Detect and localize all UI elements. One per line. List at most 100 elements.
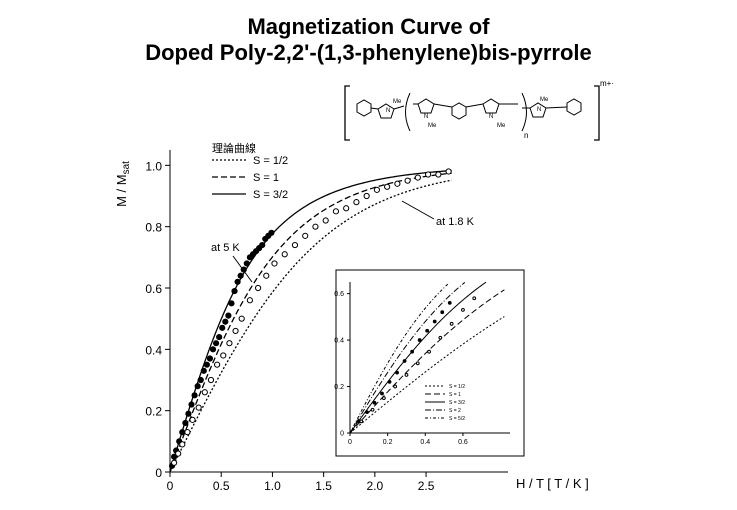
me-label-1: Me bbox=[393, 99, 402, 105]
main-theory-curves bbox=[169, 169, 452, 473]
point-1-8k bbox=[435, 171, 442, 178]
y-tick-label: 0.6 bbox=[334, 291, 344, 298]
chart-title-line1: Magnetization Curve of bbox=[247, 14, 490, 39]
curve-s-1 bbox=[169, 172, 452, 473]
point-5k bbox=[203, 361, 210, 368]
point-5k bbox=[179, 429, 186, 436]
point-1-8k bbox=[254, 284, 262, 292]
inset-legend-label: S = 2 bbox=[449, 408, 461, 414]
point-1-8k bbox=[207, 376, 215, 384]
annotation-1-8k: at 1.8 K bbox=[436, 216, 475, 228]
inset-legend-label: S = 1 bbox=[449, 392, 461, 398]
y-tick-label: 0.4 bbox=[334, 338, 344, 345]
point-1-8k bbox=[195, 404, 202, 411]
y-tick-label: 0.4 bbox=[145, 343, 162, 357]
point-5k bbox=[447, 301, 452, 305]
point-5k bbox=[243, 260, 250, 267]
point-1-8k bbox=[414, 174, 421, 181]
subscript-n: n bbox=[524, 131, 528, 140]
point-5k bbox=[410, 349, 415, 354]
point-5k bbox=[191, 392, 198, 399]
y-tick-label: 0 bbox=[155, 466, 162, 480]
inset-data-points bbox=[357, 296, 477, 424]
legend-label-s-one: S = 1 bbox=[253, 172, 279, 184]
legend-heading: 理論曲線 bbox=[212, 141, 256, 155]
legend-label-s-three-halves: S = 3/2 bbox=[253, 189, 288, 201]
point-5k bbox=[402, 359, 407, 363]
x-tick-label: 1.0 bbox=[264, 479, 281, 493]
point-5k bbox=[188, 401, 195, 408]
x-tick-label: 2.0 bbox=[367, 479, 384, 493]
curve-s-1-2 bbox=[349, 316, 505, 434]
point-5k bbox=[194, 383, 201, 390]
right-paren bbox=[521, 92, 527, 132]
n-label-2: N bbox=[424, 114, 428, 120]
left-paren bbox=[405, 92, 411, 132]
x-tick-label: 0.6 bbox=[458, 439, 468, 446]
point-1-8k bbox=[175, 450, 182, 457]
x-tick-label: 0 bbox=[348, 439, 352, 446]
point-1-8k bbox=[271, 260, 278, 267]
x-tick-label: 2.5 bbox=[418, 479, 435, 493]
point-1-8k bbox=[438, 335, 443, 340]
point-5k bbox=[432, 319, 437, 324]
curve-s-3-2 bbox=[349, 281, 487, 434]
point-5k bbox=[170, 453, 178, 460]
point-1-8k bbox=[353, 199, 360, 206]
point-1-8k bbox=[312, 223, 319, 230]
y-tick-label: 0.6 bbox=[145, 282, 162, 296]
me-label-4: Me bbox=[540, 97, 549, 103]
x-tick-label: 0 bbox=[167, 479, 174, 493]
point-1-8k bbox=[332, 208, 340, 215]
point-5k bbox=[417, 338, 422, 342]
point-5k bbox=[380, 391, 384, 396]
point-1-8k bbox=[179, 441, 186, 448]
polymer-structure bbox=[344, 85, 600, 141]
legend-label-s-half: S = 1/2 bbox=[253, 155, 288, 167]
point-1-8k bbox=[170, 459, 178, 466]
point-1-8k bbox=[302, 232, 309, 239]
point-1-8k bbox=[363, 192, 370, 200]
point-5k bbox=[387, 379, 392, 384]
point-5k bbox=[240, 266, 247, 273]
point-1-8k bbox=[189, 416, 196, 423]
n-label-3: N bbox=[489, 114, 493, 120]
x-tick-label: 1.5 bbox=[315, 479, 332, 493]
point-1-8k bbox=[393, 384, 398, 389]
main-axes bbox=[169, 150, 508, 473]
point-5k bbox=[234, 278, 241, 285]
inset-frame bbox=[335, 269, 525, 457]
inset-legend-label: S = 3/2 bbox=[449, 400, 465, 406]
point-5k bbox=[222, 318, 229, 325]
y-tick-label: 0.2 bbox=[334, 384, 344, 391]
point-1-8k bbox=[201, 389, 208, 396]
y-tick-label: 0.8 bbox=[145, 221, 162, 235]
curve-s-3-2 bbox=[169, 169, 452, 473]
annotation-5k: at 5 K bbox=[211, 242, 240, 254]
point-1-8k bbox=[384, 183, 391, 190]
point-1-8k bbox=[461, 307, 465, 312]
svg-text:M / Msat: M / Msat bbox=[114, 161, 132, 207]
right-bracket bbox=[594, 85, 600, 141]
point-5k bbox=[425, 328, 430, 333]
charge-label: m+· bbox=[600, 79, 614, 88]
main-data-points bbox=[168, 168, 452, 469]
x-tick-label: 0.4 bbox=[420, 439, 430, 446]
y-tick-label: 1.0 bbox=[145, 159, 162, 173]
inset-legend-label: S = 5/2 bbox=[449, 416, 465, 422]
x-axis-label: H / T [ T / K ] bbox=[516, 476, 589, 491]
inset-axes bbox=[349, 282, 510, 434]
point-1-8k bbox=[263, 272, 270, 279]
y-tick-label: 0 bbox=[340, 431, 344, 438]
point-5k bbox=[182, 419, 189, 427]
point-1-8k bbox=[232, 327, 239, 335]
n-label-1: N bbox=[386, 108, 390, 114]
x-tick-label: 0.5 bbox=[213, 479, 230, 493]
point-5k bbox=[365, 410, 369, 414]
point-5k bbox=[259, 241, 266, 249]
point-1-8k bbox=[226, 340, 233, 347]
point-1-8k bbox=[404, 177, 411, 184]
point-1-8k bbox=[322, 217, 329, 224]
curve-s-1-2 bbox=[169, 179, 452, 473]
inset-legend-label: S = 1/2 bbox=[449, 384, 465, 390]
